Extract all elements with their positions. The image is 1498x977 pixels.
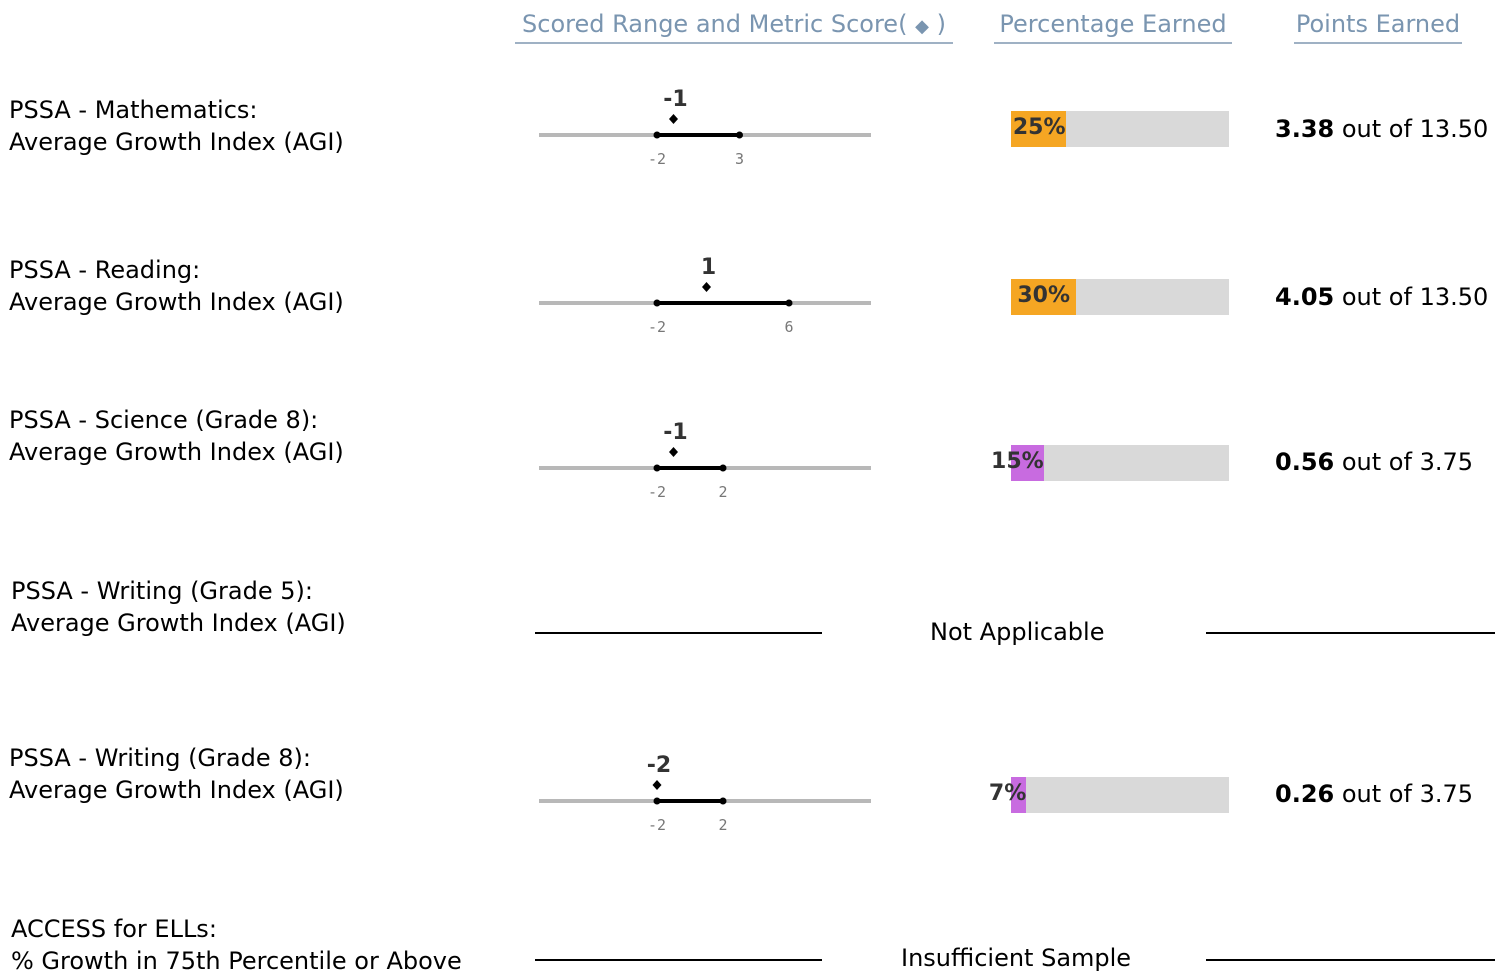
range-min-label: -2 <box>648 483 666 501</box>
status-divider-right <box>1206 959 1495 961</box>
percentage-bar-fill <box>1011 445 1044 481</box>
header-paren-open: ( <box>898 10 908 38</box>
points-out-of-label: out of <box>1341 283 1412 311</box>
header-scored-range-text: Scored Range and Metric Score <box>522 10 899 38</box>
metric-name: PSSA - Writing (Grade 5): <box>11 577 313 605</box>
points-max: 3.75 <box>1419 448 1474 476</box>
metric-label: ACCESS for ELLs: % Growth in 75th Percen… <box>11 913 462 977</box>
percentage-bar: 15% <box>991 445 1229 481</box>
metric-measure: Average Growth Index (AGI) <box>9 776 344 804</box>
percentage-bar: 30% <box>1011 279 1229 315</box>
percentage-value: 15% <box>991 449 1044 474</box>
points-earned: 0.56 out of 3.75 <box>1275 448 1473 476</box>
status-divider-left <box>535 632 822 634</box>
header-paren-close: ) <box>936 10 946 38</box>
metric-score-label: -1 <box>663 420 687 445</box>
status-divider-left <box>535 959 822 961</box>
metric-label: PSSA - Reading: Average Growth Index (AG… <box>9 254 344 318</box>
status-divider-right <box>1206 632 1495 634</box>
header-scored-range: Scored Range and Metric Score( ◆ ) <box>515 10 953 44</box>
range-max-label: 2 <box>718 483 727 501</box>
metric-score-label: -1 <box>663 87 687 112</box>
scored-range-scale: -1 -2 3 <box>539 84 871 168</box>
points-out-of-label: out of <box>1341 448 1412 476</box>
metric-measure: Average Growth Index (AGI) <box>9 128 344 156</box>
percentage-bar-fill <box>1011 279 1077 315</box>
percentage-value: 25% <box>1012 115 1066 140</box>
range-max-dot <box>719 464 727 472</box>
range-max-label: 2 <box>718 816 727 834</box>
range-min-label: -2 <box>648 318 666 336</box>
percentage-bar: 25% <box>1011 111 1229 147</box>
metric-name: PSSA - Science (Grade 8): <box>9 406 319 434</box>
metric-score-diamond <box>669 447 678 457</box>
percentage-bar-fill <box>1011 111 1066 147</box>
metric-score-diamond <box>702 282 711 292</box>
points-out-of-label: out of <box>1341 115 1412 143</box>
scale-svg: -1 -2 2 <box>539 420 871 501</box>
metric-label: PSSA - Science (Grade 8): Average Growth… <box>9 404 344 468</box>
metric-measure: Average Growth Index (AGI) <box>9 288 344 316</box>
range-min-label: -2 <box>648 150 666 168</box>
points-max: 13.50 <box>1419 283 1489 311</box>
points-value: 0.56 <box>1275 448 1335 476</box>
scored-range-scale: -1 -2 2 <box>539 417 871 501</box>
range-max-dot <box>719 797 727 805</box>
points-value: 4.05 <box>1275 283 1335 311</box>
points-earned: 4.05 out of 13.50 <box>1275 283 1488 311</box>
range-min-dot <box>653 797 661 805</box>
header-points: Points Earned <box>1294 10 1462 44</box>
scale-svg: -1 -2 3 <box>539 87 871 168</box>
diamond-icon: ◆ <box>915 16 929 37</box>
scored-range-scale: -2 -2 2 <box>539 750 871 834</box>
metric-label: PSSA - Writing (Grade 5): Average Growth… <box>11 575 346 639</box>
scale-svg: 1 -2 6 <box>539 255 871 336</box>
points-earned: 0.26 out of 3.75 <box>1275 780 1473 808</box>
metric-score-label: 1 <box>701 255 716 280</box>
points-max: 13.50 <box>1419 115 1489 143</box>
percentage-bar-fill <box>1011 777 1027 813</box>
points-max: 3.75 <box>1419 780 1474 808</box>
metric-label: PSSA - Writing (Grade 8): Average Growth… <box>9 742 344 806</box>
metric-score-diamond <box>652 780 662 790</box>
percentage-value: 7% <box>988 781 1027 806</box>
points-value: 0.26 <box>1275 780 1335 808</box>
metric-score-diamond <box>669 114 678 124</box>
metric-score-label: -2 <box>647 753 671 778</box>
metric-measure: Average Growth Index (AGI) <box>9 438 344 466</box>
range-max-label: 6 <box>784 318 793 336</box>
range-min-dot <box>653 464 661 472</box>
points-out-of-label: out of <box>1341 780 1412 808</box>
scale-svg: -2 -2 2 <box>539 753 871 834</box>
metric-name: PSSA - Reading: <box>9 256 201 284</box>
range-min-label: -2 <box>648 816 666 834</box>
header-percentage: Percentage Earned <box>994 10 1232 44</box>
metric-measure: % Growth in 75th Percentile or Above <box>11 947 462 975</box>
points-value: 3.38 <box>1275 115 1335 143</box>
status-text: Insufficient Sample <box>901 944 1132 972</box>
scored-range-scale: 1 -2 6 <box>539 252 871 336</box>
percentage-value: 30% <box>1017 283 1071 308</box>
points-earned: 3.38 out of 13.50 <box>1275 115 1488 143</box>
metric-name: ACCESS for ELLs: <box>11 915 217 943</box>
metric-name: PSSA - Mathematics: <box>9 96 258 124</box>
range-max-dot <box>785 299 793 307</box>
range-max-dot <box>736 131 743 139</box>
metric-measure: Average Growth Index (AGI) <box>11 609 346 637</box>
metric-label: PSSA - Mathematics: Average Growth Index… <box>9 94 344 158</box>
status-text: Not Applicable <box>930 618 1105 646</box>
range-max-label: 3 <box>735 150 744 168</box>
range-min-dot <box>653 131 661 139</box>
metric-name: PSSA - Writing (Grade 8): <box>9 744 311 772</box>
range-min-dot <box>653 299 661 307</box>
percentage-bar: 7% <box>989 777 1229 813</box>
